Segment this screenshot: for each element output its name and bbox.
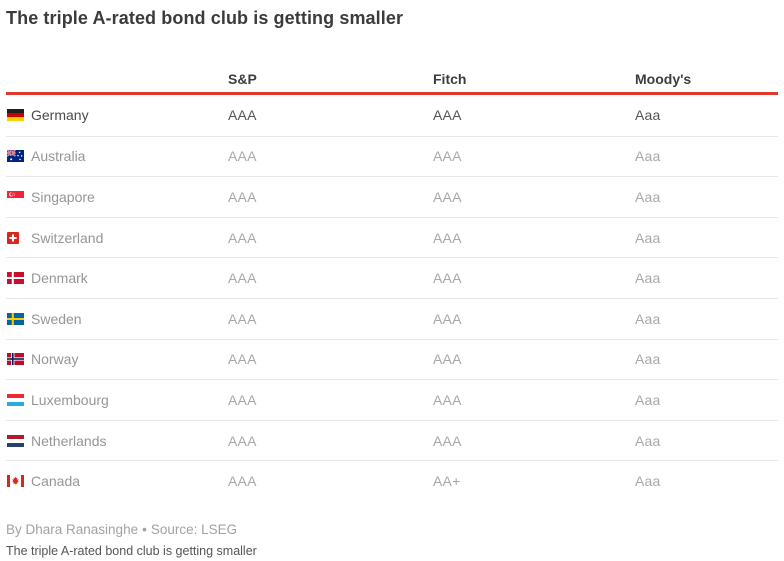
rating-cell-sp: AAA [228, 188, 257, 205]
rating-cell-sp: AAA [228, 310, 257, 327]
rating-cell-moodys: Aaa [635, 310, 661, 327]
byline-source: Source: LSEG [150, 521, 238, 537]
country-name: Norway [31, 351, 79, 368]
byline: By Dhara Ranasinghe • Source: LSEG [6, 522, 778, 537]
country-name: Germany [31, 107, 89, 124]
rating-cell-moodys: Aaa [635, 229, 661, 246]
country-cell: Denmark [6, 270, 228, 286]
caption: The triple A-rated bond club is getting … [6, 543, 257, 558]
country-cell: Singapore [6, 189, 228, 205]
byline-separator: • [142, 521, 147, 537]
rating-cell-sp: AAA [228, 432, 257, 449]
country-name: Luxembourg [31, 391, 109, 408]
flag-icon-singapore [7, 190, 24, 203]
rating-cell-fitch: AAA [433, 270, 462, 287]
rating-cell-moodys: Aaa [635, 148, 661, 165]
flag-icon-denmark [7, 272, 24, 285]
rating-cell-moodys: Aaa [635, 473, 661, 490]
table-body: Germany AAA AAA Aaa Australia AAA AAA Aaa Singap… [6, 95, 778, 501]
table-row: Netherlands AAA AAA Aaa [6, 419, 778, 461]
flag-icon-sweden [7, 312, 24, 325]
rating-cell-fitch: AAA [433, 432, 462, 449]
country-cell: Luxembourg [6, 392, 228, 408]
table-header-fitch: Fitch [433, 71, 467, 87]
rating-cell-sp: AAA [228, 107, 257, 124]
rating-cell-sp: AAA [228, 270, 257, 287]
flag-icon-canada [7, 475, 24, 488]
byline-author: By Dhara Ranasinghe [6, 521, 139, 537]
country-name: Canada [31, 473, 81, 490]
table-row: Norway AAA AAA Aaa [6, 338, 778, 380]
country-cell: Netherlands [6, 433, 228, 449]
rating-cell-sp: AAA [228, 473, 257, 490]
country-cell: Australia [6, 148, 228, 164]
table-row: Germany AAA AAA Aaa [6, 95, 778, 136]
rating-cell-moodys: Aaa [635, 432, 661, 449]
country-cell: Sweden [6, 311, 228, 327]
rating-cell-fitch: AAA [433, 107, 462, 124]
table-row: Canada AAA AA+ Aaa [6, 460, 778, 501]
rating-cell-sp: AAA [228, 148, 257, 165]
rating-cell-fitch: AAA [433, 148, 462, 165]
rating-cell-fitch: AAA [433, 229, 462, 246]
flag-icon-germany [7, 109, 24, 122]
footer: By Dhara Ranasinghe • Source: LSEG The tri… [6, 522, 778, 558]
rating-cell-moodys: Aaa [635, 351, 661, 368]
table-header-row: S&P Fitch Moody's [6, 66, 778, 92]
country-name: Australia [31, 148, 86, 165]
rating-cell-fitch: AAA [433, 391, 462, 408]
table-row: Australia AAA AAA Aaa [6, 135, 778, 177]
table-row: Sweden AAA AAA Aaa [6, 297, 778, 339]
rating-cell-sp: AAA [228, 229, 257, 246]
rating-cell-moodys: Aaa [635, 188, 661, 205]
flag-icon-netherlands [7, 434, 24, 447]
rating-cell-moodys: Aaa [635, 270, 661, 287]
flag-icon-luxembourg [7, 393, 24, 406]
country-cell: Switzerland [6, 230, 228, 246]
country-name: Denmark [31, 270, 88, 287]
flag-icon-switzerland [7, 231, 24, 244]
table-row: Luxembourg AAA AAA Aaa [6, 379, 778, 420]
accent-rule [6, 92, 778, 95]
country-name: Sweden [31, 310, 82, 327]
rating-cell-moodys: Aaa [635, 391, 661, 408]
country-name: Singapore [31, 188, 95, 205]
table-header-moodys: Moody's [635, 71, 692, 87]
rating-cell-fitch: AAA [433, 188, 462, 205]
rating-cell-sp: AAA [228, 351, 257, 368]
table-row: Switzerland AAA AAA Aaa [6, 216, 778, 258]
rating-cell-moodys: Aaa [635, 107, 661, 124]
country-name: Switzerland [31, 229, 104, 246]
rating-cell-fitch: AAA [433, 351, 462, 368]
flag-icon-norway [7, 353, 24, 366]
rating-cell-fitch: AA+ [433, 473, 461, 490]
country-cell: Canada [6, 473, 228, 489]
table-row: Singapore AAA AAA Aaa [6, 176, 778, 217]
country-cell: Germany [6, 107, 228, 123]
rating-cell-fitch: AAA [433, 310, 462, 327]
country-name: Netherlands [31, 432, 107, 449]
flag-icon-australia [7, 150, 24, 163]
rating-cell-sp: AAA [228, 391, 257, 408]
page-title: The triple A-rated bond club is getting … [6, 8, 404, 28]
table-row: Denmark AAA AAA Aaa [6, 257, 778, 298]
country-cell: Norway [6, 351, 228, 367]
table-header-sp: S&P [228, 71, 257, 87]
